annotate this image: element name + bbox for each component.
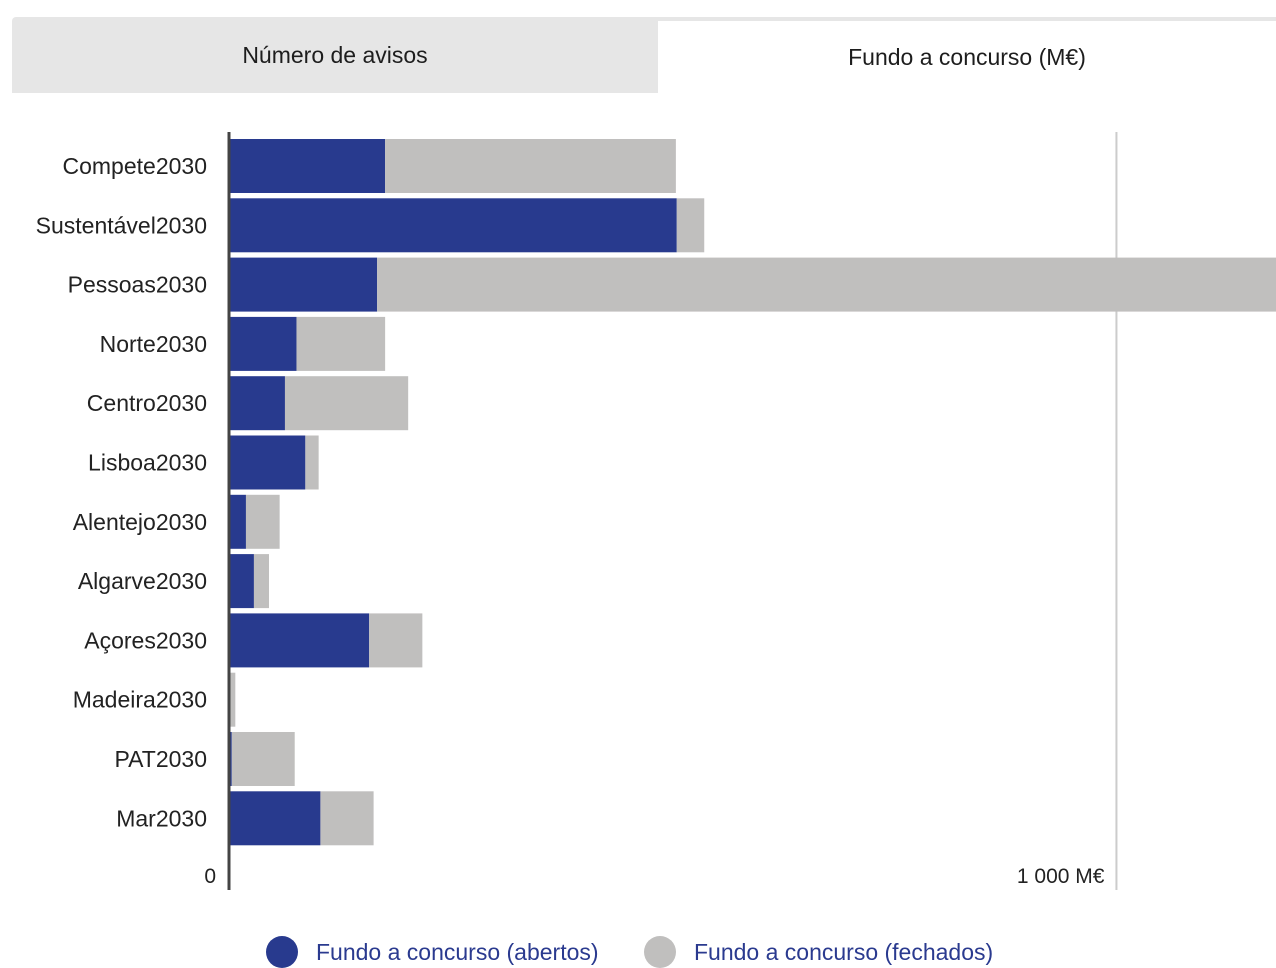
- category-label: Lisboa2030: [88, 450, 207, 476]
- bar-centro2030-fechados[interactable]: [284, 376, 409, 431]
- tab-fundo-a-concurso[interactable]: Fundo a concurso (M€): [658, 21, 1276, 93]
- bar-açores2030-fechados[interactable]: [369, 613, 423, 668]
- legend: Fundo a concurso (abertos) Fundo a concu…: [0, 936, 1276, 968]
- category-label: Açores2030: [84, 627, 207, 653]
- bar-alentejo2030-fechados[interactable]: [245, 494, 280, 549]
- bar-pat2030-fechados[interactable]: [231, 732, 295, 786]
- category-label: Sustentável2030: [36, 212, 207, 238]
- category-label: Pessoas2030: [68, 272, 207, 298]
- bar-mar2030-abertos[interactable]: [230, 791, 321, 846]
- tab-bar: Número de avisos Fundo a concurso (M€): [12, 17, 1276, 93]
- legend-label-abertos: Fundo a concurso (abertos): [316, 938, 599, 965]
- bar-norte2030-abertos[interactable]: [230, 316, 297, 371]
- bar-sustentável2030-abertos[interactable]: [230, 198, 677, 253]
- bar-pessoas2030-fechados[interactable]: [377, 257, 1276, 312]
- category-label: PAT2030: [115, 746, 207, 772]
- bar-sustentável2030-fechados[interactable]: [676, 198, 705, 253]
- bar-pat2030-abertos[interactable]: [230, 732, 232, 786]
- bar-norte2030-fechados[interactable]: [296, 316, 386, 371]
- category-label: Madeira2030: [73, 687, 207, 713]
- bar-lisboa2030-fechados[interactable]: [305, 435, 319, 490]
- category-label: Compete2030: [63, 153, 208, 179]
- category-label: Norte2030: [100, 331, 207, 357]
- bar-algarve2030-abertos[interactable]: [230, 554, 254, 609]
- bar-centro2030-abertos[interactable]: [230, 376, 285, 431]
- category-label: Alentejo2030: [73, 509, 207, 535]
- bar-lisboa2030-abertos[interactable]: [230, 435, 306, 490]
- bar-compete2030-fechados[interactable]: [385, 139, 676, 193]
- bar-algarve2030-fechados[interactable]: [253, 554, 270, 609]
- x-tick-label: 0: [204, 865, 216, 888]
- bar-mar2030-fechados[interactable]: [320, 791, 374, 846]
- legend-item-abertos[interactable]: Fundo a concurso (abertos): [266, 936, 599, 968]
- bar-chart: Compete2030 Sustentável2030 Pessoas2030 Nor…: [36, 132, 1276, 890]
- bar-compete2030-abertos[interactable]: [230, 139, 386, 193]
- legend-item-fechados[interactable]: Fundo a concurso (fechados): [644, 936, 993, 968]
- x-tick-label: 1 000 M€: [1017, 865, 1105, 888]
- bar-pessoas2030-abertos[interactable]: [230, 257, 378, 312]
- bar-alentejo2030-abertos[interactable]: [230, 494, 246, 549]
- bar-madeira2030-fechados[interactable]: [230, 672, 236, 727]
- category-label: Algarve2030: [78, 568, 207, 594]
- legend-label-fechados: Fundo a concurso (fechados): [694, 938, 994, 965]
- bar-açores2030-abertos[interactable]: [230, 613, 370, 668]
- category-label: Mar2030: [116, 805, 207, 831]
- legend-swatch-fechados: [644, 936, 676, 968]
- tab-strip: [658, 17, 1276, 21]
- tab-numero-de-avisos[interactable]: Número de avisos: [12, 17, 658, 93]
- category-label: Centro2030: [87, 390, 207, 416]
- legend-swatch-abertos: [266, 936, 298, 968]
